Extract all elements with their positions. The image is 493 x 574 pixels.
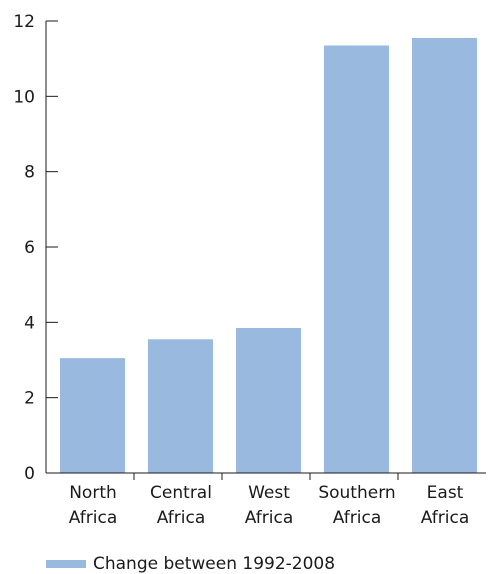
x-tick-label: West [248, 483, 290, 503]
y-tick-label: 12 [13, 12, 35, 32]
bar [148, 339, 213, 473]
legend-label: Change between 1992-2008 [93, 554, 335, 574]
legend-swatch [46, 560, 86, 568]
y-tick-label: 8 [24, 163, 35, 183]
x-tick-label: Africa [333, 508, 382, 528]
bar [412, 37, 477, 473]
y-axis: 0 2 4 6 8 10 12 [13, 12, 58, 484]
bars [60, 37, 477, 473]
y-tick-label: 4 [24, 313, 35, 333]
y-tick-label: 10 [13, 87, 35, 107]
x-tick-label: Central [150, 483, 212, 503]
y-tick-label: 6 [24, 238, 35, 258]
bar [324, 45, 389, 473]
x-tick-label: Africa [421, 508, 470, 528]
x-tick-label: Africa [245, 508, 294, 528]
x-tick-label: Africa [69, 508, 118, 528]
x-tick-label: Southern [318, 483, 395, 503]
bar [60, 358, 125, 473]
x-tick-label: Africa [157, 508, 206, 528]
bar [236, 327, 301, 473]
x-tick-label: East [427, 483, 464, 503]
y-tick-label: 2 [24, 389, 35, 409]
y-tick-label: 0 [24, 464, 35, 484]
x-axis: North Africa Central Africa West Africa Southe… [46, 472, 486, 528]
legend: Change between 1992-2008 [46, 554, 335, 574]
x-tick-label: North [69, 483, 117, 503]
